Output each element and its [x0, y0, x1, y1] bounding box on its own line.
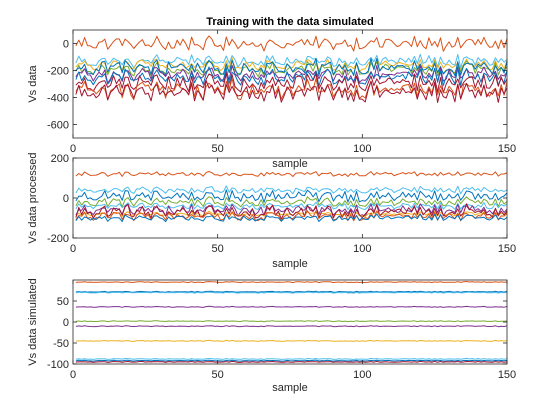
- subplot-2-ytick-label-1: 200: [51, 153, 69, 165]
- subplot-3-series-10-line: [75, 360, 508, 363]
- subplot-3-series-8-line: [75, 357, 508, 360]
- subplot-2-xtick-label-4: 150: [498, 243, 516, 255]
- subplot-1-axes-box: [72, 29, 508, 139]
- subplot-3-ylabel: Vs data simulated: [27, 278, 39, 365]
- subplot-2-series-2-line: [75, 185, 508, 195]
- subplot-3-ytick-label-2: 0: [63, 317, 69, 329]
- subplot-3-xtick-label-2: 50: [212, 369, 224, 381]
- subplot-3-series-1-line: [75, 281, 508, 284]
- subplot-3: 0 50 100 150 50 0 -50 -100 sample Vs data simul…: [27, 278, 516, 394]
- subplot-3-series-4-line: [75, 305, 508, 308]
- subplot-1-xtick-label-4: 150: [498, 143, 516, 155]
- subplot-2-series-10-line: [75, 213, 508, 223]
- subplot-1-ytick-label-3: -400: [47, 93, 69, 105]
- subplot-1-xtick-label-1: 0: [70, 143, 76, 155]
- subplot-1-lines: [75, 35, 508, 103]
- subplot-1-title: Training with the data simulated: [206, 16, 373, 28]
- subplot-2-series-8-line: [75, 203, 508, 220]
- subplot-3-series-3-line: [75, 291, 508, 294]
- subplot-1-ylabel: Vs data: [27, 64, 39, 102]
- subplot-3-ytick-label-4: -100: [47, 359, 69, 371]
- subplot-2-series-1-line: [75, 171, 508, 177]
- subplot-1: 0 50 100 150 0 -200 -400 -600 Training with the…: [27, 16, 516, 170]
- subplot-2-xlabel: sample: [272, 258, 307, 270]
- subplot-3-ytick-label-3: -50: [53, 338, 69, 350]
- subplot-2-xtick-label-1: 0: [70, 243, 76, 255]
- subplot-3-ticks: 0 50 100 150 50 0 -50 -100: [47, 280, 516, 381]
- subplot-3-series-5-line: [75, 320, 508, 323]
- subplot-1-series-2-line: [75, 53, 508, 69]
- subplot-1-xlabel: sample: [272, 158, 307, 170]
- subplot-2-ytick-label-3: -200: [47, 233, 69, 245]
- subplot-3-series-6-line: [75, 325, 508, 328]
- subplot-2-xtick-label-3: 100: [353, 243, 371, 255]
- subplot-1-series-7-line: [75, 66, 508, 87]
- subplot-1-series-10-line: [75, 79, 508, 103]
- subplot-3-series-9-line: [75, 359, 508, 362]
- subplot-3-xtick-label-1: 0: [70, 369, 76, 381]
- subplot-1-xtick-label-3: 100: [353, 143, 371, 155]
- subplot-3-xtick-label-3: 100: [353, 369, 371, 381]
- subplot-1-series-1-line: [75, 35, 508, 52]
- subplot-2-series-6-line: [75, 203, 508, 217]
- subplot-2-series-4-line: [75, 196, 508, 208]
- subplot-1-ytick-label-2: -200: [47, 66, 69, 78]
- subplot-3-series-2-line: [75, 290, 508, 293]
- subplot-1-xtick-label-2: 50: [212, 143, 224, 155]
- subplot-2-xtick-label-2: 50: [212, 243, 224, 255]
- subplot-1-ticks: 0 50 100 150 0 -200 -400 -600: [47, 30, 516, 155]
- subplot-1-ytick-label-1: 0: [63, 39, 69, 51]
- subplot-2-series-5-line: [75, 201, 508, 211]
- subplot-1-ytick-label-4: -600: [47, 120, 69, 132]
- subplot-3-ytick-label-1: 50: [57, 296, 69, 308]
- subplot-2-lines: [75, 171, 508, 223]
- subplot-2-series-3-line: [75, 189, 508, 203]
- subplot-1-series-5-line: [75, 57, 508, 77]
- subplot-3-xlabel: sample: [272, 382, 307, 394]
- subplot-3-series-7-line: [75, 339, 508, 342]
- subplot-2-ytick-label-2: 0: [63, 193, 69, 205]
- subplot-3-lines: [75, 281, 508, 363]
- subplot-1-series-8-line: [75, 72, 508, 94]
- subplot-2-ylabel: Vs data processed: [27, 152, 39, 243]
- subplot-3-xtick-label-4: 150: [498, 369, 516, 381]
